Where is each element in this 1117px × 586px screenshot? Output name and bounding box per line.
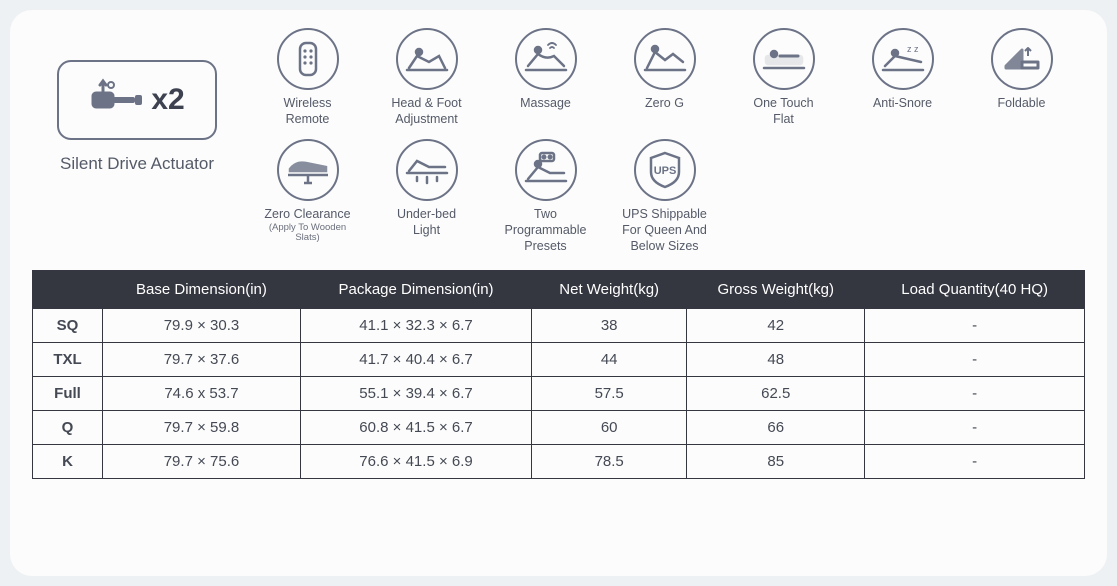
- feature-label: Massage: [520, 96, 571, 112]
- row-size: Full: [33, 377, 103, 411]
- cell: 79.7 × 59.8: [103, 411, 301, 445]
- features-grid: WirelessRemote Head & FootAdjustment Massa…: [260, 28, 1085, 254]
- table-row: Full74.6 x 53.755.1 × 39.4 × 6.757.562.5…: [33, 377, 1085, 411]
- head-foot-adjustment-icon: [396, 28, 458, 90]
- one-touch-flat-icon: [753, 28, 815, 90]
- actuator-icon: [89, 77, 145, 124]
- cell: 79.7 × 37.6: [103, 343, 301, 377]
- feature-zero-g: Zero G: [617, 28, 712, 127]
- row-size: K: [33, 445, 103, 479]
- actuator-label: Silent Drive Actuator: [60, 154, 214, 174]
- svg-text:UPS: UPS: [653, 165, 676, 177]
- table-row: SQ79.9 × 30.341.1 × 32.3 × 6.73842-: [33, 309, 1085, 343]
- feature-head-foot-adjustment: Head & FootAdjustment: [379, 28, 474, 127]
- feature-ups-shippable: UPS UPS ShippableFor Queen AndBelow Sizes: [617, 139, 712, 254]
- feature-wireless-remote: WirelessRemote: [260, 28, 355, 127]
- feature-zero-clearance: Zero Clearance(Apply To Wooden Slats): [260, 139, 355, 254]
- feature-one-touch-flat: One TouchFlat: [736, 28, 831, 127]
- features-row-1: WirelessRemote Head & FootAdjustment Massa…: [260, 28, 1085, 127]
- massage-icon: [515, 28, 577, 90]
- cell: 62.5: [687, 377, 865, 411]
- foldable-icon: [991, 28, 1053, 90]
- two-prog-presets-icon: [515, 139, 577, 201]
- spec-card: x2 Silent Drive Actuator WirelessRemote H…: [10, 10, 1107, 576]
- feature-two-prog-presets: TwoProgrammablePresets: [498, 139, 593, 254]
- table-row: TXL79.7 × 37.641.7 × 40.4 × 6.74448-: [33, 343, 1085, 377]
- cell: 79.7 × 75.6: [103, 445, 301, 479]
- feature-massage: Massage: [498, 28, 593, 127]
- col-header: [33, 271, 103, 309]
- feature-label: Under-bedLight: [397, 207, 456, 238]
- cell: 44: [532, 343, 687, 377]
- feature-anti-snore: z z Anti-Snore: [855, 28, 950, 127]
- cell: 41.1 × 32.3 × 6.7: [300, 309, 531, 343]
- spec-table: Base Dimension(in)Package Dimension(in)N…: [32, 270, 1085, 479]
- cell: 66: [687, 411, 865, 445]
- cell: 48: [687, 343, 865, 377]
- feature-label: WirelessRemote: [284, 96, 332, 127]
- cell: -: [865, 377, 1085, 411]
- feature-foldable: Foldable: [974, 28, 1069, 127]
- cell: 79.9 × 30.3: [103, 309, 301, 343]
- cell: 42: [687, 309, 865, 343]
- cell: 78.5: [532, 445, 687, 479]
- col-header: Load Quantity(40 HQ): [865, 271, 1085, 309]
- feature-label: Head & FootAdjustment: [391, 96, 461, 127]
- row-size: Q: [33, 411, 103, 445]
- under-bed-light-icon: [396, 139, 458, 201]
- row-size: TXL: [33, 343, 103, 377]
- cell: 76.6 × 41.5 × 6.9: [300, 445, 531, 479]
- feature-label: One TouchFlat: [753, 96, 813, 127]
- feature-label: Foldable: [998, 96, 1046, 112]
- zero-clearance-icon: [277, 139, 339, 201]
- top-section: x2 Silent Drive Actuator WirelessRemote H…: [32, 28, 1085, 254]
- feature-label: TwoProgrammablePresets: [505, 207, 587, 254]
- cell: -: [865, 343, 1085, 377]
- cell: -: [865, 309, 1085, 343]
- features-row-2: Zero Clearance(Apply To Wooden Slats) Und…: [260, 139, 1085, 254]
- cell: 60.8 × 41.5 × 6.7: [300, 411, 531, 445]
- col-header: Gross Weight(kg): [687, 271, 865, 309]
- cell: 85: [687, 445, 865, 479]
- feature-label: UPS ShippableFor Queen AndBelow Sizes: [622, 207, 707, 254]
- anti-snore-icon: z z: [872, 28, 934, 90]
- feature-under-bed-light: Under-bedLight: [379, 139, 474, 254]
- actuator-block: x2 Silent Drive Actuator: [32, 28, 242, 254]
- cell: 38: [532, 309, 687, 343]
- row-size: SQ: [33, 309, 103, 343]
- cell: -: [865, 445, 1085, 479]
- feature-label: Anti-Snore: [873, 96, 932, 112]
- table-body: SQ79.9 × 30.341.1 × 32.3 × 6.73842-TXL79…: [33, 309, 1085, 479]
- feature-sublabel: (Apply To Wooden Slats): [260, 223, 355, 244]
- cell: 60: [532, 411, 687, 445]
- cell: 55.1 × 39.4 × 6.7: [300, 377, 531, 411]
- table-row: Q79.7 × 59.860.8 × 41.5 × 6.76066-: [33, 411, 1085, 445]
- feature-label: Zero Clearance: [264, 207, 350, 223]
- zero-g-icon: [634, 28, 696, 90]
- cell: 57.5: [532, 377, 687, 411]
- actuator-multiplier: x2: [151, 83, 184, 117]
- cell: 74.6 x 53.7: [103, 377, 301, 411]
- svg-text:z z: z z: [907, 44, 919, 54]
- actuator-box: x2: [57, 60, 217, 140]
- ups-shippable-icon: UPS: [634, 139, 696, 201]
- col-header: Base Dimension(in): [103, 271, 301, 309]
- wireless-remote-icon: [277, 28, 339, 90]
- table-row: K79.7 × 75.676.6 × 41.5 × 6.978.585-: [33, 445, 1085, 479]
- feature-label: Zero G: [645, 96, 684, 112]
- col-header: Package Dimension(in): [300, 271, 531, 309]
- table-header: Base Dimension(in)Package Dimension(in)N…: [33, 271, 1085, 309]
- cell: 41.7 × 40.4 × 6.7: [300, 343, 531, 377]
- col-header: Net Weight(kg): [532, 271, 687, 309]
- cell: -: [865, 411, 1085, 445]
